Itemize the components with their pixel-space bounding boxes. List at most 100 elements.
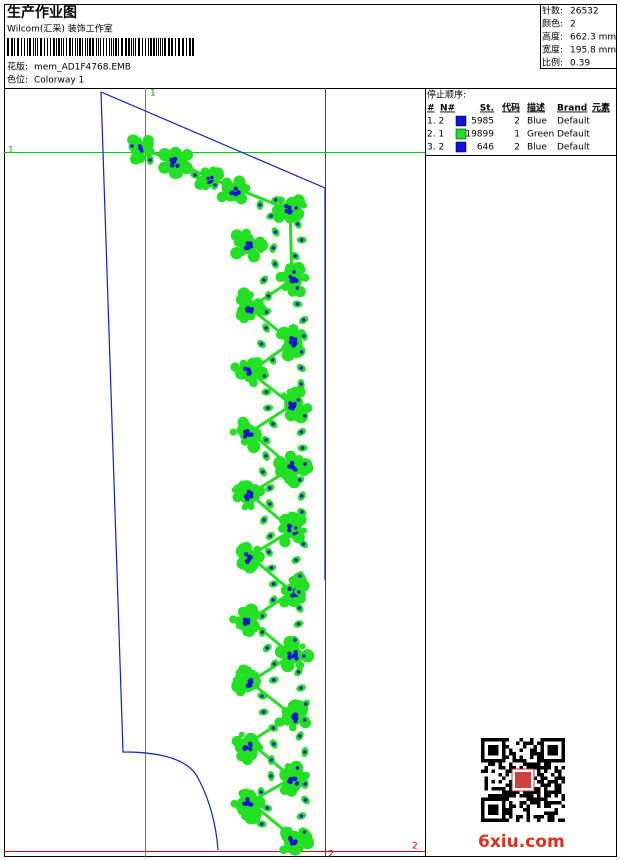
- qr-cell: [547, 811, 551, 815]
- bud: [296, 670, 301, 674]
- qr-cell: [509, 801, 513, 805]
- petal: [285, 637, 293, 645]
- qr-cell: [526, 741, 530, 745]
- qr-cell: [484, 787, 488, 791]
- qr-cell: [509, 808, 513, 812]
- qr-cell: [502, 787, 506, 791]
- bud: [270, 358, 275, 362]
- bar: [63, 38, 64, 56]
- bud: [297, 590, 301, 594]
- bud: [303, 750, 307, 754]
- bud: [259, 790, 263, 794]
- qr-cell: [491, 769, 495, 773]
- bar: [131, 38, 132, 56]
- bar: [150, 38, 152, 56]
- stitches: 5985: [471, 117, 494, 127]
- center: [245, 306, 250, 312]
- qr-cell: [519, 738, 523, 742]
- qr-cell: [505, 755, 509, 759]
- qr-cell: [561, 797, 565, 801]
- qr-cell: [498, 794, 502, 798]
- qr-cell: [551, 773, 555, 777]
- qr-cell: [544, 801, 548, 805]
- qr-cell: [505, 790, 509, 794]
- petal: [242, 184, 251, 192]
- qr-cell: [561, 794, 565, 798]
- qr-cell: [495, 794, 499, 798]
- qr-cell: [558, 790, 562, 794]
- qr-cell: [512, 790, 516, 794]
- qr-cell: [537, 794, 541, 798]
- qr-cell: [509, 783, 513, 787]
- petal: [273, 456, 287, 470]
- petal: [285, 827, 293, 834]
- bar: [133, 38, 134, 56]
- bud: [294, 558, 298, 562]
- petal: [288, 323, 299, 334]
- qr-cell: [537, 752, 541, 756]
- qr-cell: [526, 794, 530, 798]
- petal: [300, 273, 310, 282]
- qr-cell: [498, 787, 502, 791]
- bud: [299, 430, 304, 434]
- petal: [281, 348, 295, 362]
- seq: 2. 1: [427, 130, 444, 140]
- bud: [273, 262, 277, 266]
- qr-cell: [502, 776, 506, 780]
- center: [288, 340, 294, 345]
- bar: [37, 38, 38, 56]
- petal: [288, 576, 297, 585]
- bar: [158, 38, 159, 56]
- qr-cell: [558, 801, 562, 805]
- center: [175, 163, 180, 168]
- qr-cell: [537, 762, 541, 766]
- bud: [298, 574, 302, 578]
- qr-cell: [509, 790, 513, 794]
- qr-cell: [505, 794, 509, 798]
- qr-cell: [547, 783, 551, 787]
- qr-cell: [547, 794, 551, 798]
- qr-cell: [498, 780, 502, 784]
- code: 2: [514, 117, 520, 127]
- bar: [106, 38, 107, 56]
- qr-cell: [505, 818, 509, 822]
- flower: [274, 636, 315, 673]
- bud: [269, 774, 273, 778]
- column-header: #: [427, 104, 435, 114]
- bar: [103, 38, 104, 56]
- qr-cell: [526, 790, 530, 794]
- bud: [269, 758, 274, 762]
- bud: [264, 326, 268, 330]
- center: [245, 241, 250, 246]
- qr-cell: [537, 818, 541, 822]
- center: [294, 656, 299, 661]
- bar: [50, 38, 51, 56]
- bar: [178, 38, 180, 56]
- bar: [17, 38, 19, 56]
- qr-cell: [533, 787, 537, 791]
- flower: [230, 228, 268, 263]
- center: [234, 191, 239, 197]
- center: [172, 156, 178, 162]
- qr-cell: [509, 769, 513, 773]
- bar: [100, 38, 101, 56]
- bud: [264, 438, 268, 442]
- bar: [115, 38, 117, 56]
- flower: [275, 261, 310, 298]
- qr-cell: [512, 755, 516, 759]
- qr-cell: [537, 797, 541, 801]
- column-header: St.: [480, 104, 494, 114]
- qr-cell: [554, 769, 558, 773]
- center: [294, 781, 300, 786]
- bar: [160, 38, 161, 56]
- column-header: 描述: [527, 102, 545, 114]
- bud: [299, 238, 304, 242]
- bar: [168, 38, 170, 56]
- qr-cell: [505, 811, 509, 815]
- petal: [259, 242, 267, 250]
- qr-cell: [540, 815, 544, 819]
- info-value: 0.39: [570, 59, 590, 69]
- bar: [66, 38, 67, 56]
- info-value: 662.3 mm: [570, 33, 616, 43]
- qr-cell: [505, 808, 509, 812]
